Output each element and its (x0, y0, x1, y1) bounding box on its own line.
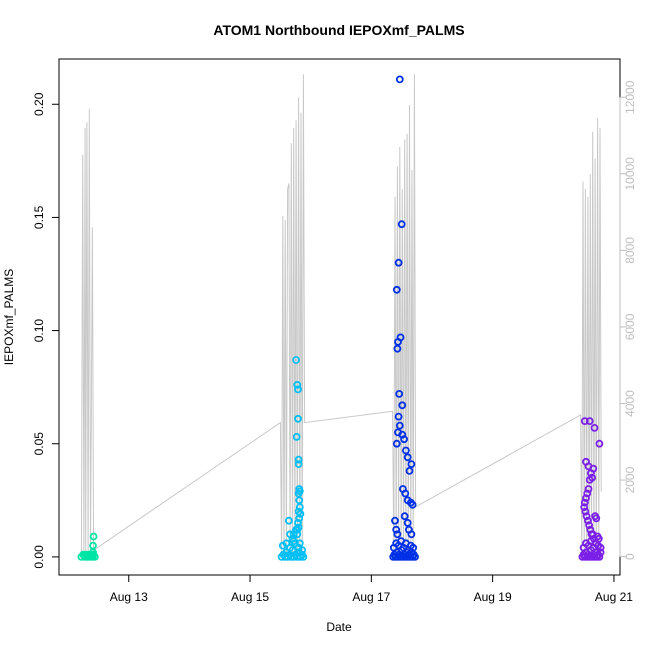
y2-tick-label: 8000 (623, 237, 637, 264)
data-point (295, 539, 304, 548)
data-point (292, 525, 301, 534)
data-point (582, 494, 590, 503)
data-point (584, 516, 592, 525)
y2-tick-label: 12000 (623, 80, 637, 114)
y-axis-right: 0 2000 4000 6000 8000 10000 12000 (619, 80, 637, 560)
data-point (394, 258, 403, 267)
data-point (405, 466, 414, 475)
data-point (392, 525, 401, 534)
data-point (294, 460, 303, 469)
y2-tick-label: 6000 (623, 313, 637, 340)
x-tick-label: Aug 13 (110, 590, 148, 604)
data-point (400, 512, 409, 521)
data-point (411, 553, 419, 561)
y2-tick-label: 0 (623, 553, 637, 560)
data-point (398, 401, 407, 410)
y-tick-label: 0.15 (32, 205, 46, 229)
data-point (286, 543, 295, 552)
y2-tick-label: 2000 (623, 466, 637, 493)
data-point (397, 220, 406, 229)
data-point (290, 539, 299, 548)
data-point (401, 446, 410, 455)
data-point (83, 551, 91, 560)
secondary-series-line (80, 74, 602, 557)
data-point (294, 414, 302, 423)
data-point (395, 389, 404, 398)
data-point (596, 543, 605, 552)
x-axis: Aug 13 Aug 15 Aug 17 Aug 19 Aug 21 (110, 574, 633, 604)
data-point (407, 460, 416, 469)
data-point (583, 489, 592, 498)
data-point (392, 285, 401, 294)
y2-tick-label: 4000 (623, 390, 637, 417)
data-point (400, 435, 409, 444)
secondary-line-layer (80, 74, 602, 557)
data-point (585, 475, 594, 484)
x-axis-label: Date (326, 620, 352, 634)
x-tick-label: Aug 17 (352, 590, 390, 604)
data-point (292, 356, 301, 364)
data-point (391, 516, 399, 525)
data-point (581, 507, 590, 516)
data-point (584, 485, 593, 493)
data-point (286, 530, 295, 539)
data-point (395, 421, 404, 430)
data-point (585, 521, 593, 530)
y2-tick-label: 10000 (623, 157, 637, 191)
data-point (595, 439, 604, 448)
data-point (590, 423, 599, 432)
scatter-points-layer (77, 75, 605, 561)
data-point (407, 530, 416, 539)
data-point (293, 380, 302, 389)
data-point (284, 516, 293, 525)
data-point (393, 344, 402, 353)
data-point (295, 514, 304, 523)
y-tick-label: 0.20 (32, 92, 46, 116)
data-point (582, 512, 591, 521)
x-tick-label: Aug 15 (231, 590, 269, 604)
data-point (580, 498, 589, 507)
data-point (293, 530, 302, 539)
y-tick-label: 0.00 (32, 545, 46, 569)
data-point (89, 541, 97, 550)
data-point (594, 534, 603, 543)
data-point (395, 75, 404, 84)
data-point (585, 417, 594, 426)
data-point (580, 417, 589, 426)
data-point (403, 519, 412, 527)
data-point (580, 503, 589, 512)
data-point (89, 532, 98, 541)
data-point (595, 553, 604, 561)
data-point (294, 385, 302, 394)
data-point (282, 539, 291, 548)
chart-title: ATOM1 Northbound IEPOXmf_PALMS (213, 22, 464, 38)
y-tick-label: 0.10 (32, 319, 46, 343)
data-point (403, 453, 412, 462)
y-axis-label: IEPOXmf_PALMS (2, 269, 16, 365)
y-tick-label: 0.05 (32, 432, 46, 456)
series-4 (578, 417, 605, 561)
x-tick-label: Aug 19 (474, 590, 512, 604)
data-point (392, 439, 401, 448)
data-point (393, 530, 402, 539)
plot-region (77, 74, 605, 561)
data-point (294, 455, 303, 464)
plot-frame (58, 58, 621, 576)
series-3 (389, 75, 419, 561)
series-2 (277, 356, 308, 561)
data-point (401, 489, 410, 498)
data-point (409, 543, 418, 552)
data-point (596, 548, 605, 557)
data-point (296, 510, 305, 518)
y-axis-left: 0.00 0.05 0.10 0.15 0.20 (32, 92, 60, 569)
data-point (299, 553, 308, 561)
data-point (292, 432, 301, 441)
data-point (394, 412, 403, 421)
data-point (408, 500, 417, 509)
data-point (592, 514, 601, 523)
x-tick-label: Aug 21 (595, 590, 633, 604)
series-1 (77, 532, 99, 561)
data-point (298, 546, 307, 554)
